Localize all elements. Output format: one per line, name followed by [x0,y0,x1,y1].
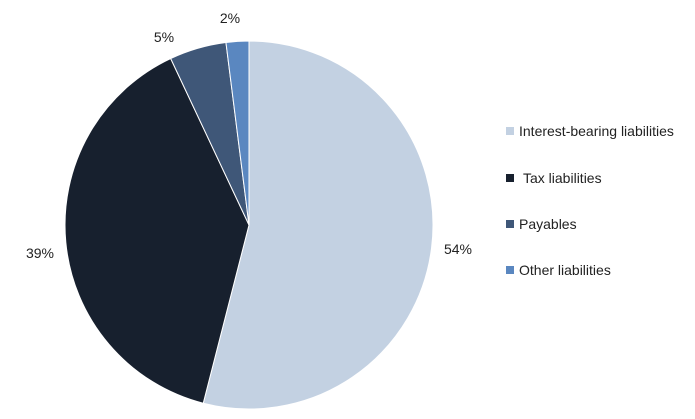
data-labels: 54% 39% 5% 2% [26,10,472,261]
legend-swatch-other-liabilities [506,266,514,274]
pie-slices [64,40,434,410]
legend-label-payables: Payables [519,216,577,232]
data-label-payables: 5% [154,29,174,45]
data-label-tax-liabilities: 39% [26,245,54,261]
legend-label-tax-liabilities: Tax liabilities [523,170,602,186]
pie-slice-tax-liabilities [64,57,250,404]
legend-swatch-interest-bearing-liabilities [506,127,514,135]
legend-swatch-tax-liabilities [506,174,514,182]
data-label-other-liabilities: 2% [220,10,240,26]
pie-slice-other-liabilities [225,40,250,226]
legend-swatch-payables [506,220,514,228]
legend-label-interest-bearing-liabilities: Interest-bearing liabilities [519,123,674,139]
legend-label-other-liabilities: Other liabilities [519,262,611,278]
legend: Interest-bearing liabilities Tax liabilit… [506,123,674,278]
data-label-interest-bearing-liabilities: 54% [444,241,472,257]
pie-slice-interest-bearing-liabilities [202,40,434,410]
